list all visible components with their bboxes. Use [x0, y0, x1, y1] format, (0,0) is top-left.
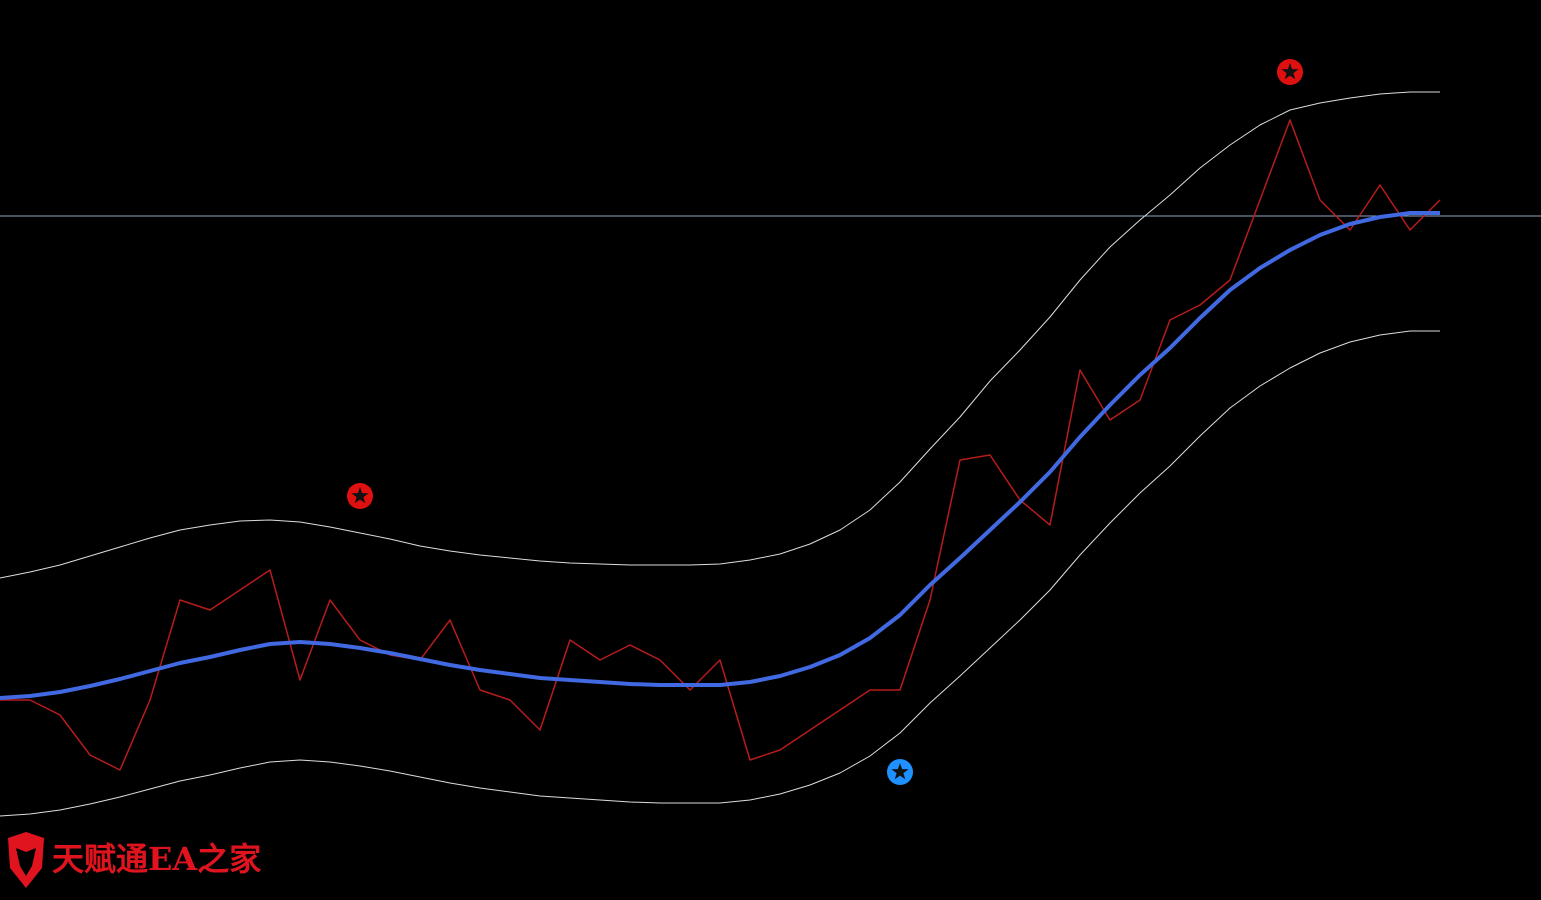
plot	[0, 59, 1541, 817]
series-line	[0, 91, 1440, 579]
logo-mark	[16, 848, 36, 876]
signal-star	[351, 487, 369, 504]
signal	[1277, 59, 1303, 85]
watermark: 天赋通EA之家	[52, 840, 261, 878]
signal-star	[1281, 63, 1299, 80]
series-line	[0, 330, 1440, 817]
signal-star	[891, 763, 909, 780]
series-line	[0, 211, 1440, 700]
signal	[887, 759, 913, 785]
signal	[347, 483, 373, 509]
series-line	[0, 119, 1441, 771]
logo	[8, 832, 44, 888]
